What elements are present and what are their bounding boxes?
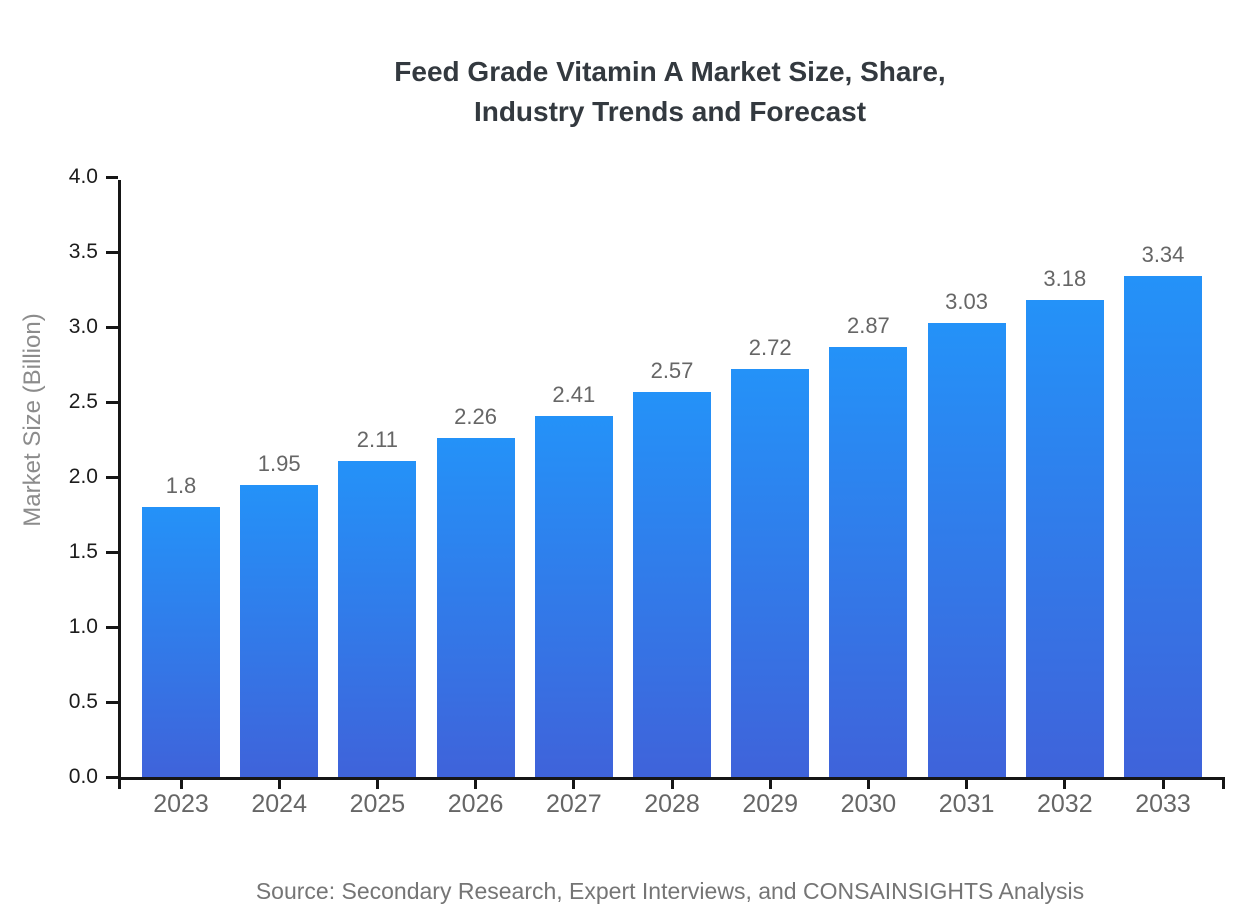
y-axis-tick-label: 1.5 — [68, 540, 98, 563]
bar — [731, 369, 810, 777]
x-axis-tick — [866, 777, 870, 789]
plot-area: 0.0 0.5 1.0 1.5 2.0 2.5 3.0 3.5 4.0 1.8 2023 1.95 20… — [69, 165, 1225, 818]
bar — [1124, 276, 1202, 777]
bar — [927, 322, 1006, 777]
x-axis-tick-label: 2025 — [349, 790, 406, 818]
x-axis-tick-label: 2027 — [545, 790, 602, 818]
y-axis-title: Market Size (Billion) — [19, 313, 46, 527]
y-axis-tick-label: 3.5 — [68, 240, 98, 263]
bar-value-label: 2.57 — [650, 357, 694, 383]
bar — [338, 460, 417, 777]
y-axis-tick — [106, 625, 118, 629]
y-axis-tick — [106, 700, 118, 704]
bar — [1025, 300, 1104, 777]
bar-value-label: 1.95 — [257, 450, 301, 476]
x-axis-tick-label: 2023 — [153, 790, 209, 818]
x-axis-tick-label: 2029 — [742, 790, 798, 818]
source-attribution: Source: Secondary Research, Expert Inter… — [255, 878, 1085, 904]
x-axis-tick-label: 2030 — [840, 790, 897, 818]
bar-value-label: 2.72 — [748, 335, 792, 360]
x-axis-tick-label: 2031 — [938, 790, 995, 818]
bar-value-label: 2.87 — [846, 312, 890, 338]
y-axis-tick-label: 0.5 — [68, 690, 98, 713]
x-axis-tick — [670, 777, 674, 789]
x-axis-tick — [474, 777, 478, 789]
y-axis-tick-label: 3.0 — [68, 315, 98, 338]
y-axis-tick — [106, 550, 118, 554]
bar-value-label: 1.8 — [165, 473, 197, 498]
bar — [633, 391, 711, 777]
y-axis-tick-label: 2.5 — [68, 390, 98, 413]
x-axis-tick — [572, 777, 576, 789]
y-axis-tick-label: 1.0 — [68, 615, 98, 638]
y-axis-tick — [106, 175, 118, 179]
x-axis-tick — [277, 777, 281, 789]
x-axis-end-tick — [1222, 777, 1225, 789]
x-axis-tick — [1161, 777, 1165, 789]
y-axis-tick — [106, 250, 118, 254]
bar-value-label: 2.11 — [356, 426, 398, 452]
y-axis-tick — [106, 400, 118, 404]
x-axis-tick — [965, 777, 969, 789]
y-axis-tick — [106, 475, 118, 479]
chart-title-line-2: Industry Trends and Forecast — [473, 96, 867, 127]
x-axis-tick — [375, 777, 379, 789]
y-axis-tick-label: 2.0 — [68, 465, 98, 488]
bar-value-label: 3.03 — [945, 288, 989, 314]
chart-title-line-1: Feed Grade Vitamin A Market Size, Share, — [394, 56, 946, 87]
x-axis-end-tick — [118, 777, 121, 789]
x-axis-tick — [179, 777, 183, 789]
bar — [829, 346, 908, 777]
x-axis-tick-label: 2024 — [251, 790, 307, 818]
bar — [142, 507, 220, 777]
x-axis-tick — [768, 777, 772, 789]
bar — [436, 438, 515, 777]
x-axis-tick-label: 2032 — [1036, 790, 1093, 818]
bar-value-label: 2.26 — [454, 404, 498, 429]
x-axis-tick-label: 2026 — [447, 790, 504, 818]
x-axis-tick — [1063, 777, 1067, 789]
y-axis-tick — [106, 325, 118, 329]
x-axis-tick-label: 2028 — [644, 790, 700, 818]
y-axis-tick-label: 0.0 — [68, 765, 98, 788]
bar-value-label: 3.34 — [1141, 242, 1185, 267]
bar-value-label: 2.41 — [552, 381, 596, 407]
y-axis-tick — [106, 775, 118, 779]
bar-value-label: 3.18 — [1043, 266, 1087, 291]
y-axis-tick-label: 4.0 — [68, 165, 98, 188]
chart-title: Feed Grade Vitamin A Market Size, Share,… — [118, 52, 1222, 132]
x-axis-tick-label: 2033 — [1135, 790, 1191, 818]
bar — [534, 415, 613, 777]
bar — [240, 484, 319, 777]
